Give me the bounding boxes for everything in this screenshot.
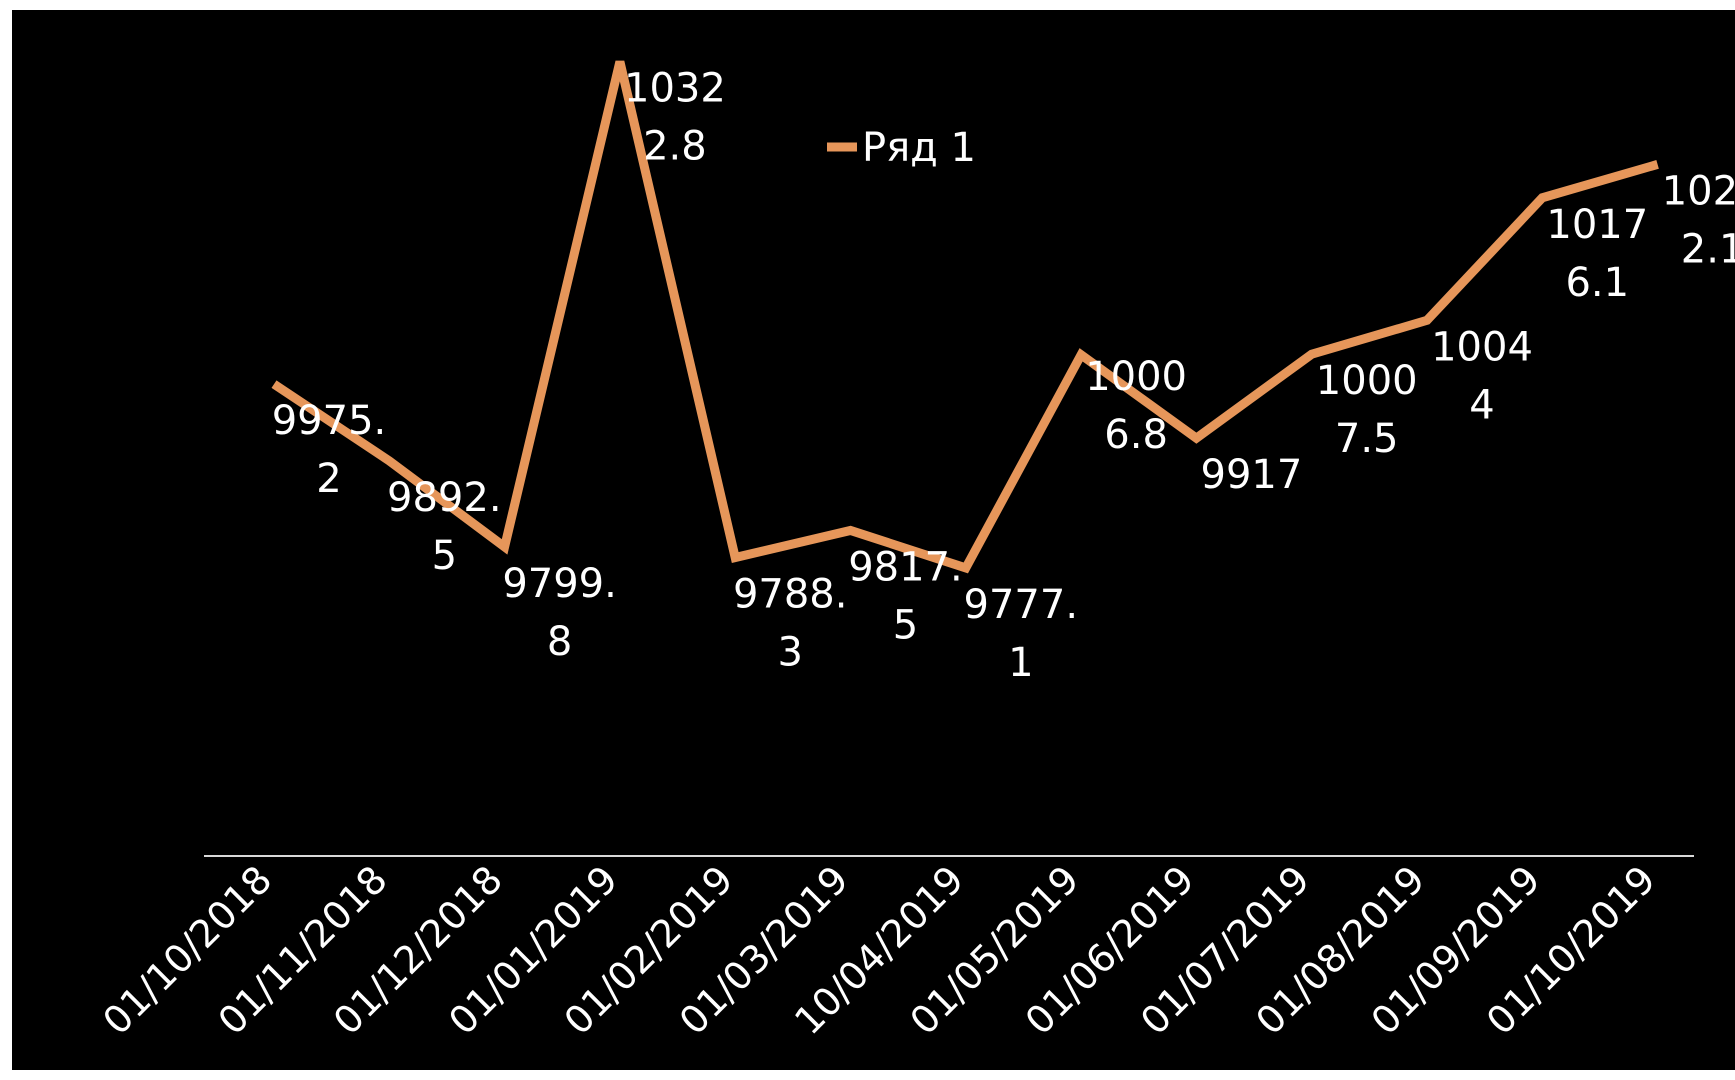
legend: Ряд 1 xyxy=(827,125,976,171)
data-label: 1004 4 xyxy=(1431,324,1533,428)
data-label: 10212.1 xyxy=(1662,168,1735,272)
data-label: 1017 6.1 xyxy=(1546,202,1648,306)
legend-label: Ряд 1 xyxy=(862,125,976,171)
data-label: 9788. 3 xyxy=(733,572,848,676)
data-label: 9799. 8 xyxy=(502,561,617,665)
data-label: 9817. 5 xyxy=(848,544,963,648)
data-label: 9975. 2 xyxy=(272,398,387,502)
data-label: 1000 7.5 xyxy=(1316,358,1418,462)
chart-area: 9975. 2 9892. 5 9799. 8 1032 2.8 9788. 3 9817. 5 977… xyxy=(12,10,1735,1070)
data-label: 1032 2.8 xyxy=(624,66,726,170)
data-label: 9917 xyxy=(1201,452,1303,498)
series-line xyxy=(271,60,1659,574)
data-label: 9892. 5 xyxy=(387,475,502,579)
data-label: 1000 6.8 xyxy=(1085,354,1187,458)
x-tick-labels: 01/10/201801/11/201801/12/201801/01/2019… xyxy=(94,857,1664,1043)
data-label: 9777. 1 xyxy=(964,582,1079,686)
